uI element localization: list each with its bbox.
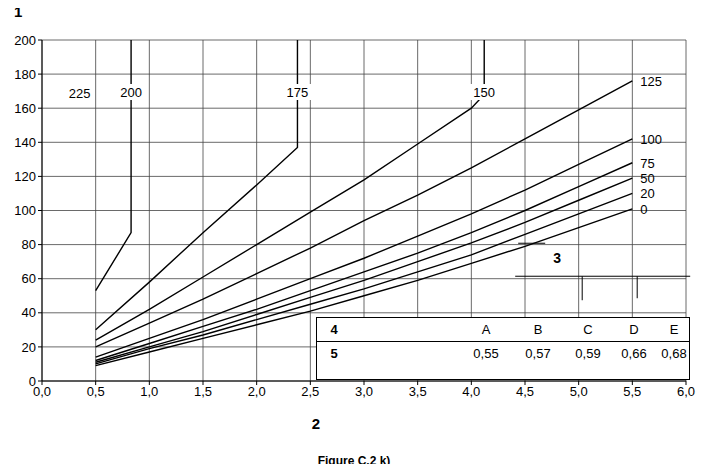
html-text:5: 5 [330,346,338,361]
html-text:4: 4 [330,322,338,337]
svg-text:100: 100 [14,203,36,218]
html-text:0,66: 0,66 [621,346,647,361]
svg-text:125: 125 [640,74,662,89]
svg-text:3,0: 3,0 [355,384,373,399]
svg-text:160: 160 [14,101,36,116]
html-text:Figure C.2 k): Figure C.2 k) [317,454,391,468]
svg-text:200: 200 [120,85,142,100]
html-text:B: B [533,322,543,337]
svg-text:150: 150 [473,85,495,100]
html-text:2: 2 [311,415,321,432]
html-text:0,55: 0,55 [473,346,499,361]
html-text:D: D [629,322,639,337]
html-text:1: 1 [14,3,23,20]
html-text:0,57: 0,57 [525,346,551,361]
svg-text:1,5: 1,5 [194,384,212,399]
svg-text:2,5: 2,5 [301,384,319,399]
svg-text:75: 75 [640,156,654,171]
svg-text:4,5: 4,5 [516,384,534,399]
svg-text:0,0: 0,0 [33,384,51,400]
svg-text:40: 40 [22,305,36,320]
svg-text:5,0: 5,0 [570,384,588,399]
svg-text:80: 80 [22,237,36,252]
svg-text:0,5: 0,5 [87,384,105,399]
svg-text:100: 100 [640,132,662,147]
html-text:A: A [481,322,491,337]
svg-text:140: 140 [14,135,36,150]
svg-text:200: 200 [14,33,36,48]
svg-text:2,0: 2,0 [248,384,266,399]
svg-text:60: 60 [22,271,36,286]
svg-text:20: 20 [640,186,654,201]
svg-text:175: 175 [287,85,309,100]
svg-text:3,5: 3,5 [409,384,427,399]
svg-text:3: 3 [553,250,561,266]
html-text:C: C [583,322,593,337]
svg-text:0: 0 [29,374,36,389]
svg-text:180: 180 [14,67,36,82]
svg-text:50: 50 [640,171,654,186]
html-text:E: E [669,322,679,337]
svg-text:4,0: 4,0 [462,384,480,399]
svg-text:225: 225 [69,86,91,101]
svg-text:1,0: 1,0 [140,384,158,399]
svg-text:6,0: 6,0 [677,384,695,399]
svg-text:20: 20 [22,340,36,355]
svg-text:120: 120 [14,169,36,184]
html-text:0,68: 0,68 [661,346,687,361]
svg-text:5,5: 5,5 [623,384,641,399]
svg-text:0: 0 [640,202,647,217]
html-text:0,59: 0,59 [575,346,601,361]
